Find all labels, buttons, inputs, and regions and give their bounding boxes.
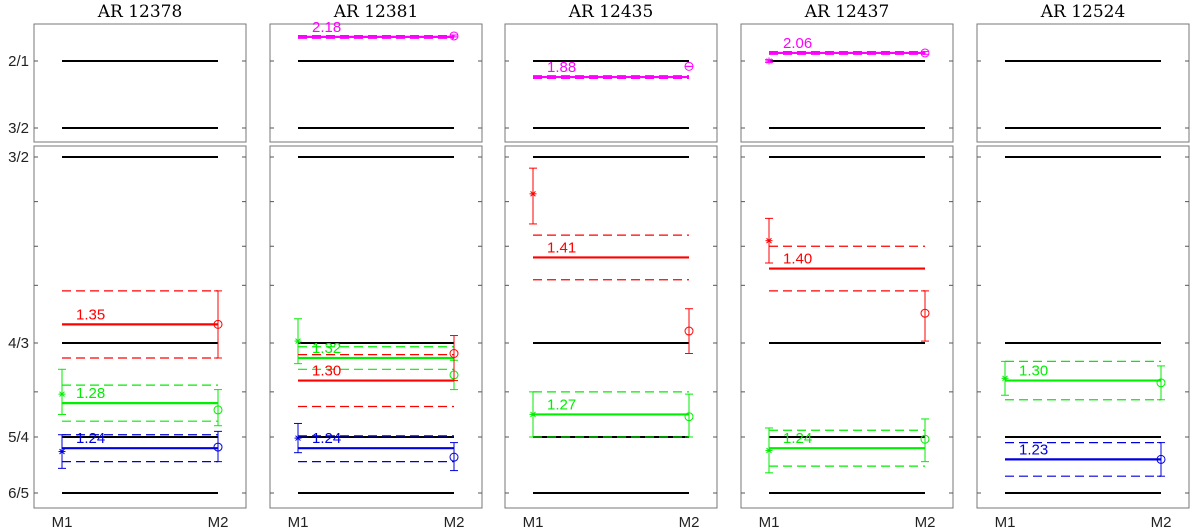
series-value-label-0: 1.41	[547, 239, 576, 256]
lower-ytick-label-1: 5/4	[8, 429, 29, 446]
series-m2-point-2	[213, 442, 223, 452]
xtick-label-M1: M1	[995, 514, 1016, 528]
series-value-label-1: 1.30	[312, 363, 341, 380]
series-m1-point-1-d2	[766, 447, 772, 454]
series-m2-point-1	[684, 412, 694, 422]
lower-axes-frame	[269, 145, 483, 509]
series-m1-point-1-d2	[530, 411, 536, 418]
series-m2-point-1	[213, 405, 223, 415]
lower-axes-frame	[976, 145, 1190, 509]
series-value-label-1: 1.28	[76, 385, 105, 402]
upper-axes-frame	[33, 23, 247, 143]
panel-title: AR 12435	[568, 2, 654, 22]
upper-series-m1-point-0-d2	[766, 58, 772, 64]
lower-ytick-label-0: 6/5	[8, 485, 29, 502]
xtick-label-M1: M1	[288, 514, 309, 528]
upper-series-m2-point-0	[920, 48, 930, 58]
series-value-label-0: 1.40	[783, 251, 812, 268]
series-value-label-0: 1.30	[1019, 363, 1048, 380]
series-m2-point-1	[1156, 454, 1166, 464]
series-value-label-0: 1.32	[312, 340, 341, 357]
lower-axes-frame	[504, 145, 718, 509]
series-m1-point-2-d2	[295, 435, 301, 441]
upper-axes-frame	[976, 23, 1190, 143]
series-value-label-1: 1.27	[547, 396, 576, 413]
panel-4: AR 12437 2.06 1.40 1.24 M1 M2	[740, 2, 954, 528]
lower-ytick-label-2: 4/3	[8, 335, 29, 352]
upper-series-value-label-0: 2.18	[312, 19, 341, 36]
series-m1-point-0-d2	[295, 338, 301, 344]
upper-axes-frame	[740, 23, 954, 143]
series-m2-point-0	[684, 326, 694, 336]
upper-ytick-label-0: 3/2	[8, 120, 29, 137]
series-m1-point-2-d2	[59, 448, 65, 455]
upper-axes-frame	[269, 23, 483, 143]
panel-title: AR 12437	[804, 2, 890, 22]
series-m1-point-0-d2	[530, 191, 536, 197]
panel-title: AR 12378	[97, 2, 183, 22]
panel-title: AR 12381	[333, 2, 419, 22]
upper-series-m2-point-0	[684, 61, 694, 71]
series-m1-point-0-d2	[766, 237, 772, 244]
xtick-label-M1: M1	[523, 514, 544, 528]
xtick-label-M2: M2	[1151, 514, 1172, 528]
series-m2-point-2	[449, 452, 459, 462]
panel-1: AR 12378 1.35 1.28 1.24 M1 M2	[33, 2, 247, 528]
series-m1-point-1-d2	[59, 391, 65, 397]
xtick-label-M2: M2	[208, 514, 229, 528]
series-m2-point-0	[213, 319, 223, 329]
series-value-label-1: 1.23	[1019, 441, 1048, 458]
series-value-label-2: 1.24	[312, 430, 341, 447]
upper-series-value-label-0: 2.06	[783, 35, 812, 52]
series-m2-point-1	[449, 348, 459, 358]
xtick-label-M1: M1	[759, 514, 780, 528]
panel-5: AR 12524 1.30 1.23 M1 M2	[976, 2, 1190, 528]
series-m2-point-1	[920, 434, 930, 444]
upper-ytick-label-1: 2/1	[8, 53, 29, 70]
xtick-label-M2: M2	[679, 514, 700, 528]
xtick-label-M2: M2	[444, 514, 465, 528]
series-value-label-0: 1.35	[76, 306, 105, 323]
panel-3: AR 12435 1.88 1.41 1.27 M1 M2	[504, 2, 718, 528]
series-m1-point-0-d2	[1002, 375, 1008, 382]
series-value-label-1: 1.24	[783, 430, 812, 447]
panel-title: AR 12524	[1040, 2, 1126, 22]
series-m2-point-0	[1156, 378, 1166, 388]
upper-axes-frame	[504, 23, 718, 143]
xtick-label-M1: M1	[52, 514, 73, 528]
lower-ytick-label-3: 3/2	[8, 149, 29, 166]
lower-axes-frame	[33, 145, 247, 509]
upper-series-m2-point-0	[449, 31, 459, 41]
xtick-label-M2: M2	[915, 514, 936, 528]
series-m2-point-0	[920, 308, 930, 318]
upper-series-value-label-0: 1.88	[547, 59, 576, 76]
lower-axes-frame	[740, 145, 954, 509]
series-value-label-2: 1.24	[76, 430, 105, 447]
